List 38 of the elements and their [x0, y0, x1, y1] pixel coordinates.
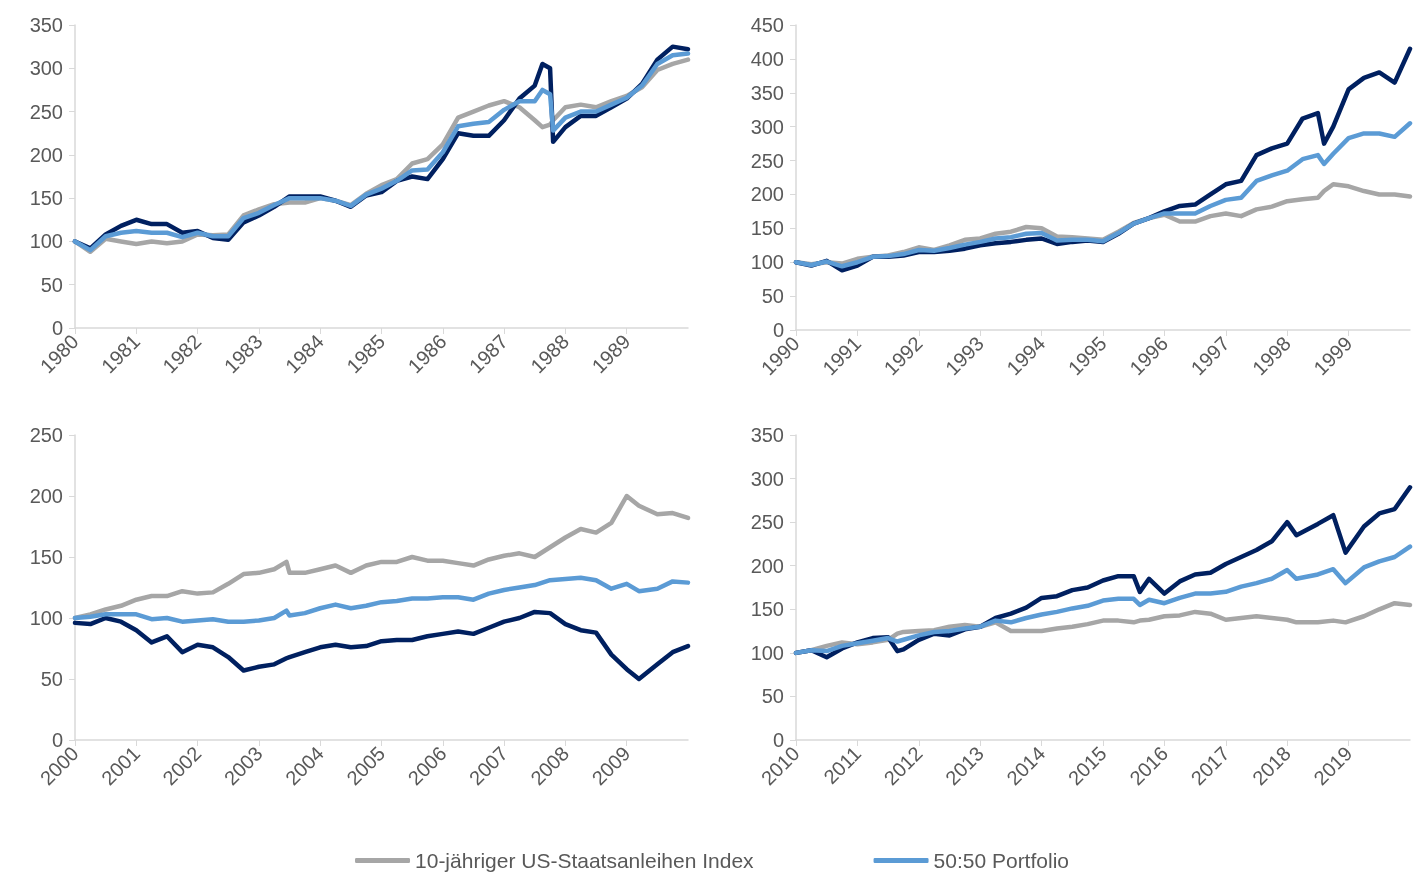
line-series [793, 121, 1413, 269]
y-tick-label: 50 [761, 685, 784, 708]
y-tick-label: 50 [761, 285, 784, 308]
y-tick-label: 0 [772, 729, 784, 751]
y-tick-label: 350 [29, 14, 63, 36]
y-tick-label: 350 [750, 81, 784, 104]
y-tick-label: 200 [750, 183, 784, 206]
line-series [72, 575, 691, 624]
line-series [793, 544, 1413, 656]
legend-label: 10-jähriger US-Staatsanleihen Index [415, 849, 755, 872]
y-tick-label: 200 [29, 143, 63, 166]
y-tick-label: 250 [750, 149, 784, 172]
y-tick-label: 150 [29, 187, 63, 210]
y-tick-label: 50 [40, 668, 63, 690]
y-tick-label: 250 [29, 424, 63, 446]
y-tick-label: 0 [51, 317, 63, 339]
y-tick-label: 0 [51, 729, 63, 751]
y-tick-label: 200 [750, 554, 784, 577]
y-tick-label: 250 [750, 511, 784, 534]
y-tick-label: 100 [750, 641, 784, 664]
y-tick-label: 150 [29, 546, 63, 568]
y-tick-label: 0 [772, 319, 784, 341]
y-tick-label: 400 [750, 47, 784, 70]
y-tick-label: 100 [750, 251, 784, 274]
y-tick-label: 100 [29, 230, 63, 253]
y-tick-label: 150 [750, 598, 784, 621]
y-tick-label: 300 [29, 57, 63, 80]
y-tick-label: 200 [29, 485, 63, 507]
y-tick-label: 450 [750, 14, 784, 36]
y-tick-label: 350 [750, 424, 784, 446]
y-tick-label: 300 [750, 467, 784, 490]
y-tick-label: 250 [29, 100, 63, 123]
line-series [72, 609, 691, 682]
y-tick-label: 300 [750, 115, 784, 138]
legend-label: 50:50 Portfolio [933, 849, 1069, 872]
y-tick-label: 150 [750, 217, 784, 240]
y-tick-label: 100 [29, 607, 63, 629]
y-tick-label: 50 [40, 273, 63, 296]
